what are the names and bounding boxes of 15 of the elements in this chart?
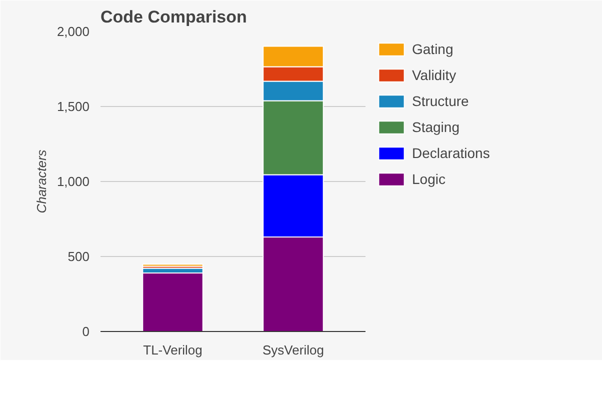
x-tick-label: SysVerilog <box>262 342 324 358</box>
y-tick-label: 500 <box>68 249 90 264</box>
legend-label: Staging <box>412 119 460 135</box>
legend-label: Structure <box>412 93 469 109</box>
chart-title: Code Comparison <box>100 8 247 26</box>
y-tick-label: 0 <box>82 324 90 339</box>
y-tick-label: 1,000 <box>56 174 90 189</box>
legend-label: Validity <box>412 67 456 83</box>
legend-label: Declarations <box>412 145 490 161</box>
x-tick-label: TL-Verilog <box>143 342 202 358</box>
legend-label: Logic <box>412 171 446 187</box>
y-axis-title: Characters <box>34 149 49 214</box>
y-tick-label: 1,500 <box>56 99 90 114</box>
y-tick-label: 2,000 <box>56 24 90 39</box>
legend-label: Gating <box>412 41 454 57</box>
